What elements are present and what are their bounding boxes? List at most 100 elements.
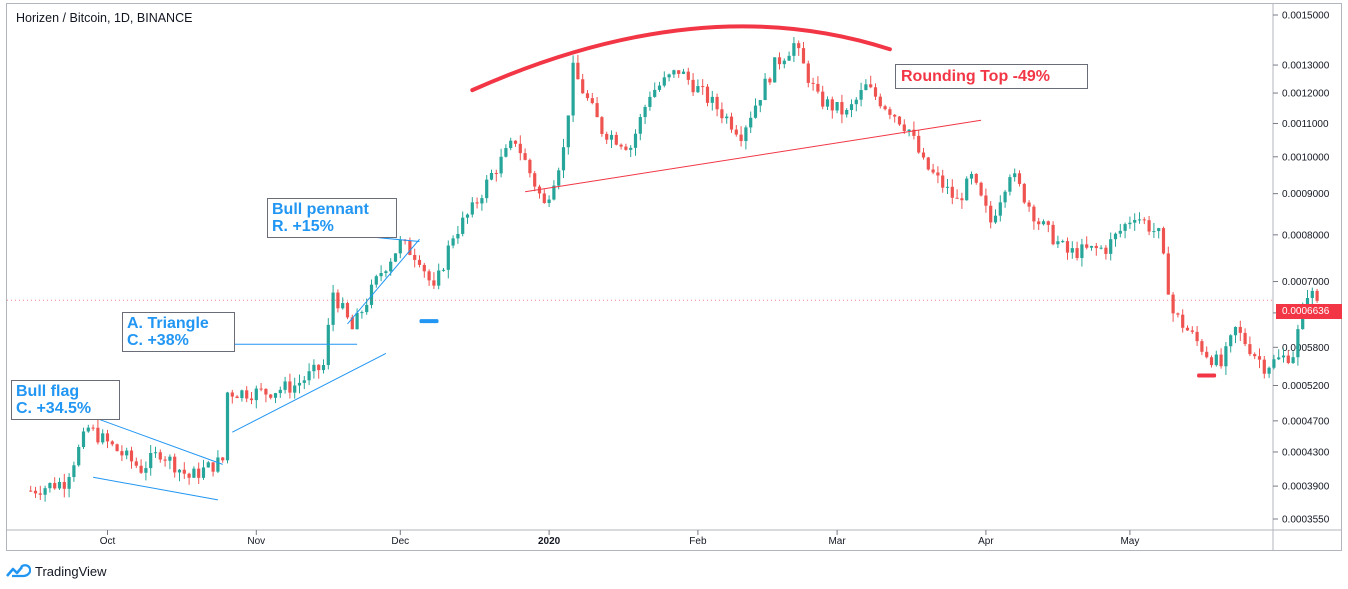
candle-body-31 xyxy=(177,469,182,473)
candle-218 xyxy=(1075,241,1079,261)
candle-body-228 xyxy=(1123,224,1127,231)
candle-body-99 xyxy=(504,148,508,157)
candle-body-34 xyxy=(192,468,196,478)
candle-198 xyxy=(979,181,983,197)
candle-62 xyxy=(326,318,330,370)
candle-body-44 xyxy=(240,390,244,399)
candle-body-85 xyxy=(437,270,441,286)
candle-170 xyxy=(845,108,849,118)
candle-body-237 xyxy=(1166,253,1170,295)
candle-body-220 xyxy=(1085,244,1089,248)
candle-187 xyxy=(926,156,930,171)
candle-body-206 xyxy=(1017,173,1022,184)
candle-247 xyxy=(1214,350,1218,367)
candle-body-230 xyxy=(1133,220,1137,223)
candle-3 xyxy=(43,485,47,502)
candle-body-177 xyxy=(878,96,882,107)
candle-168 xyxy=(835,101,839,114)
candle-26 xyxy=(153,446,158,458)
candle-body-238 xyxy=(1171,294,1175,314)
bull-flag-lower-line xyxy=(93,476,218,501)
candle-body-54 xyxy=(288,381,292,393)
candle-260 xyxy=(1277,349,1281,361)
candle-body-0 xyxy=(29,490,33,492)
time-tick-label-3: 2020 xyxy=(538,536,561,547)
candle-200 xyxy=(989,201,993,229)
candle-body-10 xyxy=(77,446,81,466)
candle-202 xyxy=(998,195,1002,222)
candle-246 xyxy=(1209,355,1214,368)
candle-131 xyxy=(657,81,662,92)
candle-64 xyxy=(336,289,340,313)
candle-160 xyxy=(797,40,801,56)
candle-252 xyxy=(1238,320,1242,341)
candle-226 xyxy=(1113,232,1118,247)
candle-body-156 xyxy=(777,57,782,65)
candle-body-75 xyxy=(389,261,393,272)
candle-body-73 xyxy=(379,272,383,277)
candle-body-21 xyxy=(129,450,134,462)
candle-93 xyxy=(475,197,479,209)
candle-27 xyxy=(158,449,162,463)
candle-100 xyxy=(509,137,513,151)
tradingview-brand[interactable]: TradingView xyxy=(6,562,107,580)
candle-body-150 xyxy=(749,117,753,128)
candle-109 xyxy=(552,180,556,201)
candle-body-23 xyxy=(139,465,143,473)
candle-36 xyxy=(201,459,206,480)
candle-body-211 xyxy=(1041,221,1046,225)
candle-85 xyxy=(437,263,441,290)
candle-129 xyxy=(648,91,652,111)
candle-body-233 xyxy=(1147,220,1151,232)
candle-body-53 xyxy=(283,381,287,390)
candle-90 xyxy=(461,211,465,237)
candle-body-157 xyxy=(782,60,786,65)
candle-126 xyxy=(633,129,638,156)
candle-body-25 xyxy=(149,453,153,469)
candle-228 xyxy=(1123,222,1127,239)
candle-body-32 xyxy=(182,469,186,474)
candle-121 xyxy=(609,130,614,149)
candle-body-213 xyxy=(1051,224,1055,245)
candle-body-143 xyxy=(715,96,719,110)
candle-253 xyxy=(1243,328,1247,347)
candle-body-147 xyxy=(734,129,738,135)
candle-body-186 xyxy=(921,152,926,158)
candle-body-133 xyxy=(667,74,671,78)
candle-body-40 xyxy=(221,457,225,461)
candle-213 xyxy=(1051,221,1055,246)
candle-245 xyxy=(1205,346,1209,359)
rounding-top-neckline xyxy=(525,119,982,193)
candle-body-113 xyxy=(571,62,575,116)
candle-body-190 xyxy=(941,175,945,188)
candle-263 xyxy=(1291,351,1295,365)
candle-76 xyxy=(393,253,398,263)
candle-113 xyxy=(571,55,575,123)
candle-185 xyxy=(917,130,921,154)
chart-title: Horizen / Bitcoin, 1D, BINANCE xyxy=(16,11,193,25)
candle-235 xyxy=(1157,227,1161,239)
candle-257 xyxy=(1262,356,1266,379)
candle-67 xyxy=(350,314,354,330)
candle-119 xyxy=(600,116,604,137)
candle-body-95 xyxy=(485,179,489,199)
candle-body-119 xyxy=(600,117,604,134)
chart-frame[interactable] xyxy=(6,3,1342,551)
candle-172 xyxy=(854,97,858,112)
candle-body-172 xyxy=(854,99,858,105)
candle-body-115 xyxy=(581,79,585,94)
pennant-label-line1: Bull pennant xyxy=(272,201,369,218)
candle-152 xyxy=(758,99,762,113)
candle-body-247 xyxy=(1214,354,1218,366)
candle-107 xyxy=(542,189,546,204)
time-tick-label-6: Apr xyxy=(978,536,994,547)
candle-14 xyxy=(96,419,100,445)
candle-body-130 xyxy=(653,89,657,97)
candle-body-140 xyxy=(701,86,705,88)
candle-body-263 xyxy=(1291,357,1295,363)
candle-body-179 xyxy=(888,109,892,115)
candle-body-174 xyxy=(864,84,868,91)
candle-body-61 xyxy=(321,365,326,371)
candle-58 xyxy=(307,363,311,386)
